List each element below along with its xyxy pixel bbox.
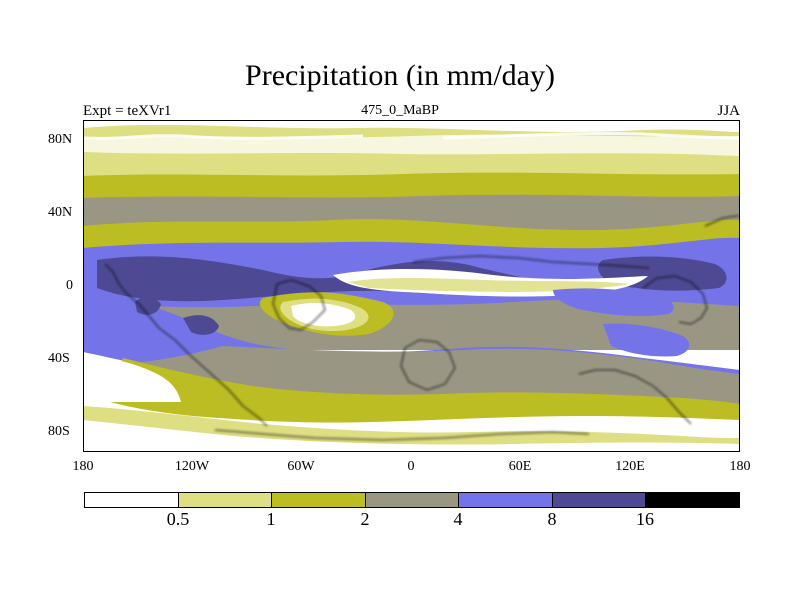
- colorbar-segment-1: [178, 493, 273, 507]
- y-tick-40s: 40S: [48, 351, 70, 366]
- tropical-bands: [83, 219, 740, 336]
- colorbar-label-0-5: 0.5: [166, 509, 190, 529]
- colorbar-segment-5: [552, 493, 647, 507]
- colorbar-label-8: 8: [547, 509, 557, 529]
- season-label: JJA: [717, 103, 740, 119]
- chart-title: Precipitation (in mm/day): [245, 59, 555, 92]
- southern-bands: [83, 288, 740, 452]
- colorbar-segment-2: [272, 493, 366, 507]
- map-panel: [83, 120, 740, 452]
- colorbar-segment-6: [646, 493, 740, 507]
- y-tick-80s: 80S: [48, 424, 70, 439]
- y-tick-80n: 80N: [48, 132, 73, 147]
- precipitation-map: [83, 120, 740, 452]
- y-tick-40n: 40N: [48, 205, 73, 220]
- x-tick-180-right: 180: [729, 459, 751, 474]
- colorbar-label-16: 16: [636, 509, 654, 529]
- experiment-label: Expt = teXVr1: [83, 103, 172, 119]
- x-tick-120e: 120E: [615, 459, 645, 474]
- x-tick-120w: 120W: [174, 459, 210, 474]
- x-tick-60e: 60E: [508, 459, 532, 474]
- white-polar-lines: [83, 131, 740, 140]
- colorbar-label-4: 4: [453, 509, 463, 529]
- colorbar-label-1: 1: [266, 509, 276, 529]
- colorbar-label-2: 2: [360, 509, 370, 529]
- colorbar-segment-0: [85, 493, 179, 507]
- x-tick-60w: 60W: [287, 459, 315, 474]
- precipitation-colorbar: [84, 492, 740, 508]
- colorbar-segment-3: [365, 493, 460, 507]
- coastline-contours: [104, 215, 740, 441]
- colorbar-segment-4: [459, 493, 553, 507]
- time-label: 475_0_MaBP: [361, 103, 439, 118]
- x-tick-0: 0: [407, 459, 415, 474]
- x-tick-180-left: 180: [72, 459, 94, 474]
- y-tick-0: 0: [66, 278, 73, 293]
